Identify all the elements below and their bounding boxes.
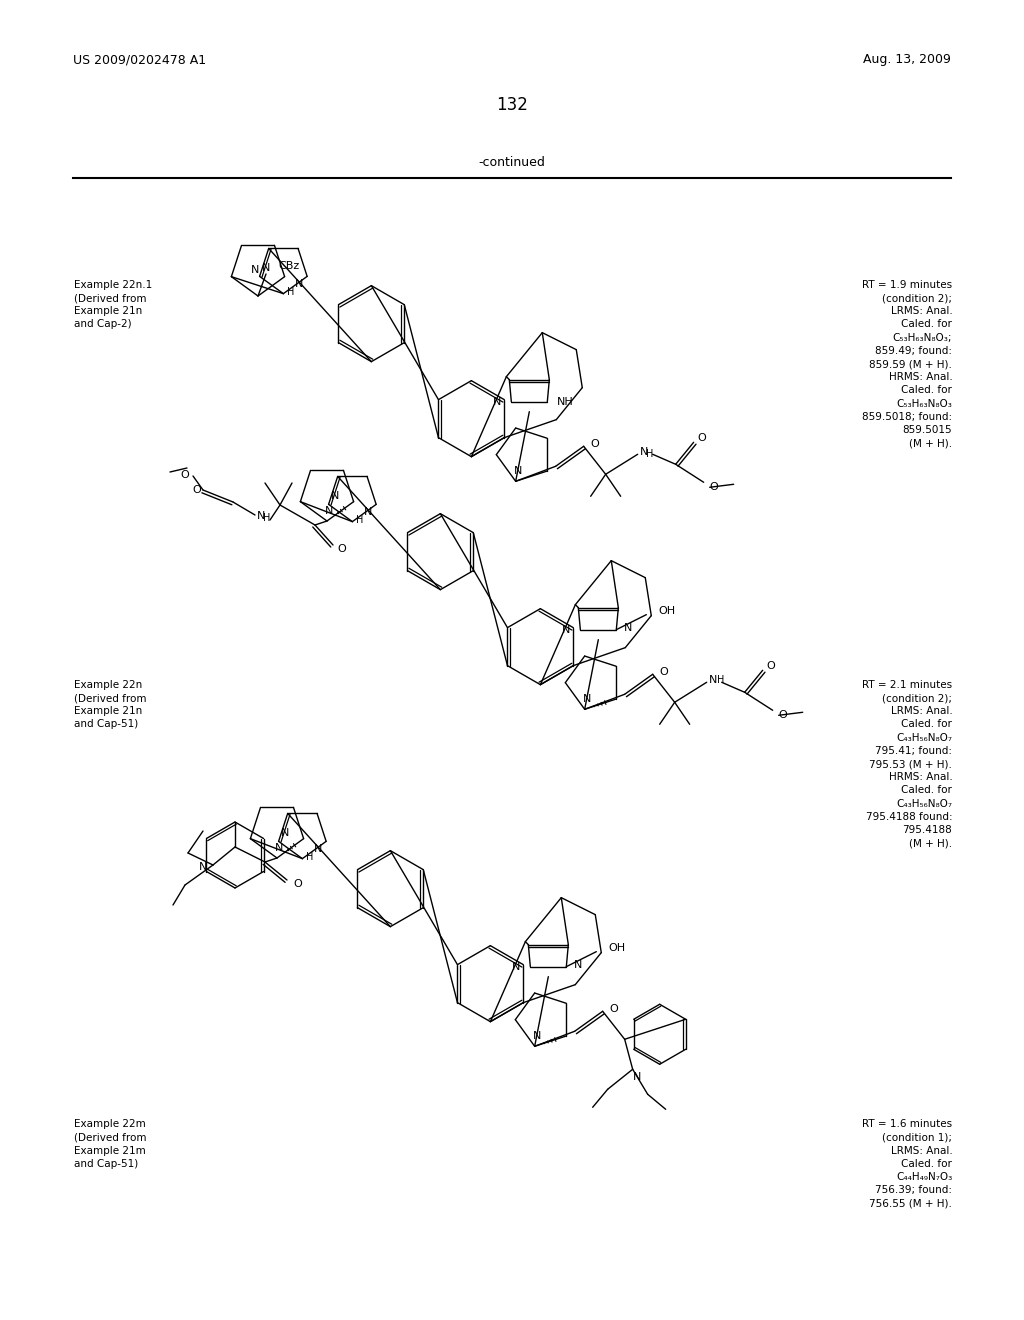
- Text: N: N: [257, 511, 265, 521]
- Text: N: N: [331, 491, 339, 502]
- Text: RT = 1.6 minutes
(condition 1);
LRMS: Anal.
Caled. for
C₄₄H₄₉N₇O₃
756.39; found:: RT = 1.6 minutes (condition 1); LRMS: An…: [862, 1119, 952, 1209]
- Text: O: O: [609, 1005, 618, 1014]
- Text: O: O: [591, 440, 599, 449]
- Text: N: N: [512, 962, 520, 972]
- Text: N: N: [513, 466, 522, 477]
- Text: H: H: [306, 853, 313, 862]
- Text: NH: NH: [557, 396, 574, 407]
- Text: N: N: [281, 829, 289, 838]
- Text: N: N: [314, 845, 323, 854]
- Text: O: O: [767, 661, 775, 672]
- Text: N: N: [251, 265, 259, 275]
- Text: N: N: [640, 447, 648, 457]
- Text: RT = 2.1 minutes
(condition 2);
LRMS: Anal.
Caled. for
C₄₃H₅₆N₈O₇
795.41; found:: RT = 2.1 minutes (condition 2); LRMS: An…: [862, 680, 952, 849]
- Text: US 2009/0202478 A1: US 2009/0202478 A1: [73, 54, 206, 66]
- Text: H: H: [288, 288, 295, 297]
- Text: N: N: [583, 694, 591, 705]
- Text: N: N: [261, 264, 269, 273]
- Text: N: N: [364, 507, 373, 517]
- Text: O: O: [659, 668, 669, 677]
- Text: O: O: [293, 879, 302, 888]
- Text: O: O: [193, 484, 202, 495]
- Text: H: H: [356, 515, 364, 525]
- Text: H: H: [717, 676, 724, 685]
- Text: N: N: [532, 1031, 541, 1041]
- Text: O: O: [778, 710, 787, 721]
- Text: OH: OH: [608, 942, 626, 953]
- Text: H: H: [263, 513, 270, 523]
- Text: Example 22n
(Derived from
Example 21n
and Cap-51): Example 22n (Derived from Example 21n an…: [74, 680, 146, 730]
- Text: N: N: [562, 624, 570, 635]
- Text: RT = 1.9 minutes
(condition 2);
LRMS: Anal.
Caled. for
C₅₃H₆₃N₈O₃;
859.49; found: RT = 1.9 minutes (condition 2); LRMS: An…: [862, 280, 952, 449]
- Text: N: N: [633, 1072, 641, 1082]
- Text: N: N: [574, 960, 583, 970]
- Text: N: N: [625, 623, 633, 632]
- Text: N: N: [493, 396, 502, 407]
- Text: N: N: [199, 862, 207, 873]
- Text: O: O: [710, 482, 719, 492]
- Text: OH: OH: [658, 606, 676, 615]
- Text: Aug. 13, 2009: Aug. 13, 2009: [863, 54, 951, 66]
- Text: O: O: [180, 470, 189, 480]
- Text: O: O: [697, 433, 707, 444]
- Text: -continued: -continued: [478, 157, 546, 169]
- Text: Example 22m
(Derived from
Example 21m
and Cap-51): Example 22m (Derived from Example 21m an…: [74, 1119, 146, 1170]
- Text: N: N: [274, 843, 284, 853]
- Text: N: N: [295, 280, 303, 289]
- Text: CBz: CBz: [278, 261, 299, 271]
- Text: N: N: [709, 676, 717, 685]
- Text: O: O: [337, 544, 346, 554]
- Text: H: H: [646, 449, 653, 459]
- Text: 132: 132: [496, 96, 528, 114]
- Text: Example 22n.1
(Derived from
Example 21n
and Cap-2): Example 22n.1 (Derived from Example 21n …: [74, 280, 152, 330]
- Text: N: N: [325, 506, 333, 516]
